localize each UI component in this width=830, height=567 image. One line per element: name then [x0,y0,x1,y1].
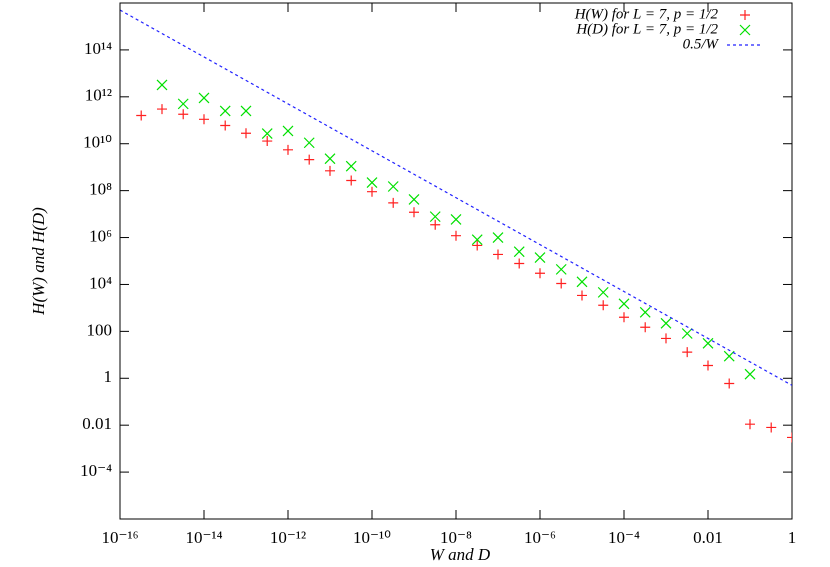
data-point [618,298,630,310]
data-point [325,165,335,176]
data-point [451,230,461,241]
data-point [744,368,756,380]
x-tick-label: 10⁻⁸ [440,528,472,547]
data-point [471,234,483,246]
data-point [219,105,231,117]
y-axis-label: H(W) and H(D) [29,207,48,316]
x-tick-label: 10⁻¹⁶ [102,528,139,547]
data-point [367,186,377,197]
data-point [198,92,210,104]
data-point [576,276,588,288]
data-point [303,137,315,149]
data-point [346,175,357,186]
data-point [429,211,441,223]
data-point [493,249,503,260]
x-axis-label: W and D [430,545,491,564]
data-point [703,360,713,371]
data-point [514,258,525,269]
y-tick-label: 10⁴ [89,273,112,292]
x-tick-label: 10⁻¹² [270,528,306,547]
legend-swatch [739,24,751,36]
data-point [345,160,357,172]
data-point [387,181,399,192]
y-tick-label: 1 [104,367,113,386]
data-point [535,268,545,279]
data-point [156,79,168,91]
data-point [430,219,441,230]
data-point [702,337,714,349]
data-point [240,105,252,117]
data-point [597,286,609,298]
data-point [178,109,189,120]
data-point [177,98,189,110]
data-point [409,207,419,218]
data-point [262,136,273,147]
data-point [199,114,209,125]
y-tick-label: 10⁻⁴ [80,461,112,480]
legend-label: H(D) for L = 7, p = 1/2 [575,21,718,37]
x-tick-label: 10⁻¹⁴ [186,528,223,547]
y-tick-label: 10⁸ [89,180,112,199]
data-point [661,333,671,344]
data-point [787,432,792,443]
data-point [766,422,777,433]
line-series [120,9,792,386]
data-point [472,240,483,251]
data-point [282,125,294,137]
data-point [556,278,567,289]
data-point [723,350,735,362]
legend-label: 0.5/W [683,36,720,52]
plot-frame [119,2,793,520]
data-point [724,378,735,389]
data-point [492,232,504,243]
data-point [261,128,273,140]
data-point [304,154,315,165]
legend-swatch [740,10,750,20]
data-point [220,120,231,131]
y-tick-label: 10¹⁴ [84,39,112,58]
data-point [136,110,147,121]
data-point [682,347,693,358]
data-point [598,300,609,311]
plot-area [120,9,792,443]
y-tick-label: 10¹² [85,86,112,105]
x-tick-label: 10⁻⁴ [608,528,640,547]
data-point [555,263,567,275]
data-point [639,306,651,318]
data-point [681,328,693,339]
y-tick-label: 100 [87,320,113,339]
data-point [577,290,587,301]
data-point [366,177,378,189]
x-tick-label: 10⁻¹⁰ [353,528,391,547]
data-point [283,144,293,155]
x-tick-label: 10⁻⁶ [524,528,556,547]
data-point [640,322,651,333]
x-tick-label: 0.01 [693,528,723,547]
data-point [324,153,336,165]
data-point [534,252,546,263]
data-point [450,214,462,225]
data-point [408,194,420,205]
data-point [745,419,755,430]
data-point [619,312,629,323]
data-point [513,246,525,258]
data-point [660,317,672,329]
data-point [241,128,251,139]
data-point [157,104,167,115]
x-tick-label: 1 [788,528,797,547]
data-point [388,197,399,208]
y-tick-label: 10⁶ [89,226,112,245]
legend-label: H(W) for L = 7, p = 1/2 [574,6,719,22]
y-tick-label: 10¹⁰ [83,133,112,152]
y-tick-label: 0.01 [82,414,112,433]
